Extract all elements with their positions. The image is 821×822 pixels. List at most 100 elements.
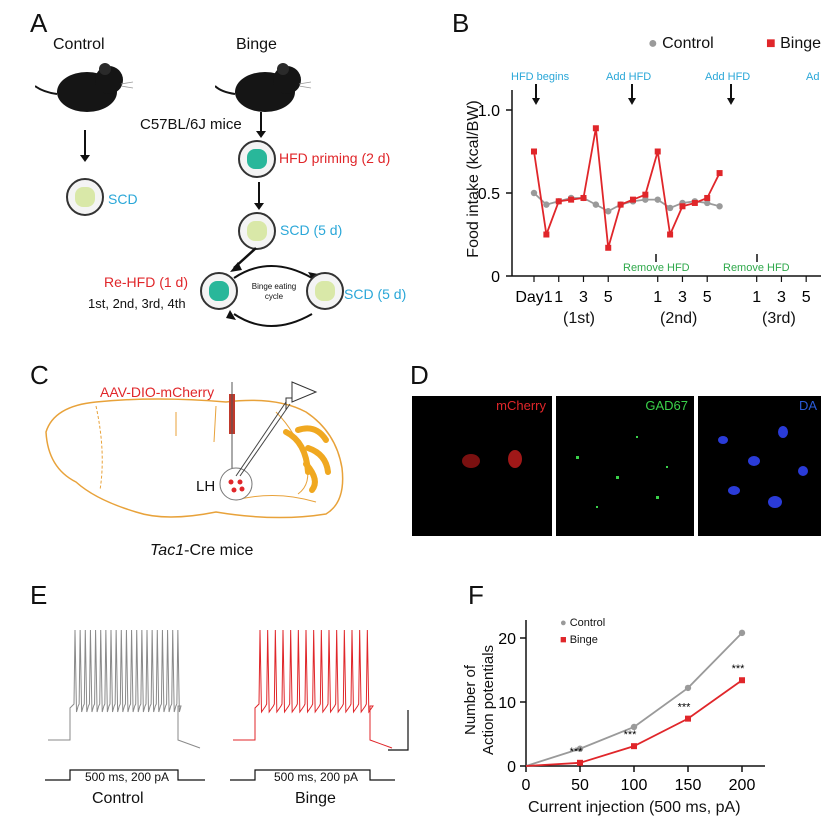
data-point: [631, 743, 637, 750]
week-2nd-label: (2nd): [660, 310, 698, 327]
arrow-down-icon: [80, 130, 90, 162]
arrow-head: [628, 98, 636, 105]
x-tick-label: 5: [802, 289, 811, 306]
data-point: [629, 198, 637, 205]
week-3rd-label: (3rd): [762, 310, 796, 327]
rounds-label: 1st, 2nd, 3rd, 4th: [88, 296, 186, 311]
data-point: [617, 201, 624, 208]
arrow-head: [727, 98, 735, 105]
data-point: [543, 201, 550, 208]
data-point: [555, 198, 562, 205]
data-point: [704, 194, 711, 201]
series-line-binge: [533, 128, 721, 249]
y-tick-label: 0: [491, 269, 500, 286]
annot-add-hfd-1: Add HFD: [606, 71, 652, 83]
mouse-line-label: Tac1-Cre mice: [150, 542, 254, 559]
panel-f-label: F: [468, 580, 484, 610]
annot-add-hfd-3: Ad: [806, 71, 820, 83]
mcherry-image: mCherry: [412, 396, 552, 536]
data-point: [716, 203, 723, 210]
data-point: [580, 194, 587, 201]
annot-remove-hfd-1: Remove HFD: [623, 262, 690, 274]
x-tick-label: 100: [621, 777, 648, 794]
x-tick-label: 1: [752, 289, 761, 306]
annot-remove-hfd-2: Remove HFD: [723, 262, 790, 274]
data-point: [691, 199, 698, 206]
data-point: [605, 244, 612, 251]
significance-label: ***: [678, 702, 692, 714]
data-point: [691, 198, 699, 205]
legend-binge-b: ■ Binge: [766, 35, 821, 52]
data-point: [704, 199, 711, 207]
annot-add-hfd-2: Add HFD: [705, 71, 751, 83]
panel-f-xlabel: Current injection (500 ms, pA): [528, 799, 741, 816]
x-tick-label: Day1: [515, 289, 552, 306]
legend-control-b: ● Control: [648, 35, 714, 52]
data-point: [679, 199, 686, 207]
panel-b-label: B: [452, 8, 470, 38]
scd-5d-label: SCD (5 d): [280, 222, 343, 238]
data-point: [568, 196, 575, 203]
scd-5d-right-label: SCD (5 d): [344, 286, 407, 302]
data-point: [642, 191, 649, 198]
panel-f-ylabel: Number of Action potentials: [462, 644, 497, 756]
scd-label: SCD: [108, 191, 138, 207]
strain-label: C57BL/6J mice: [140, 116, 242, 133]
x-tick-label: 3: [777, 289, 786, 306]
series-line-control: [525, 632, 743, 767]
x-tick-label: 5: [604, 289, 613, 306]
y-tick-label: 0: [507, 759, 516, 776]
trace-binge-name: Binge: [295, 790, 336, 807]
x-tick-label: 200: [729, 777, 756, 794]
arrow-head: [532, 98, 540, 105]
panel-a-label: A: [30, 8, 48, 38]
x-tick-label: 150: [675, 777, 702, 794]
data-point: [567, 194, 575, 202]
brain-sagittal-diagram: [45, 381, 344, 519]
ap-trace: [233, 629, 393, 749]
gad67-channel-label: GAD67: [645, 398, 688, 413]
trace-control-name: Control: [92, 790, 144, 807]
data-point: [576, 745, 584, 752]
y-tick-label: 20: [498, 631, 516, 648]
x-tick-label: 3: [579, 289, 588, 306]
y-tick-label: 10: [498, 695, 516, 712]
data-point: [577, 759, 583, 766]
virus-label: AAV-DIO-mCherry: [100, 384, 215, 400]
mcherry-channel-label: mCherry: [496, 398, 546, 413]
data-point: [684, 684, 692, 692]
significance-label: ***: [570, 746, 584, 758]
binge-mouse-icon: [215, 63, 312, 112]
data-point: [531, 148, 537, 155]
data-point: [654, 196, 661, 203]
scd-dish-icon: [238, 212, 276, 250]
data-point: [592, 201, 600, 208]
data-point: [654, 148, 661, 155]
data-point: [543, 231, 550, 238]
series-line-control: [533, 192, 720, 213]
legend-dot-icon: ●: [648, 35, 658, 52]
ap-trace: [48, 629, 201, 749]
dapi-image: DA: [698, 396, 821, 536]
dapi-channel-label: DA: [798, 398, 817, 413]
arrow-down-icon: [256, 112, 266, 138]
legend-binge-f: ■ Binge: [560, 634, 598, 646]
data-point: [642, 196, 649, 203]
panel-c-label: C: [30, 360, 49, 390]
annot-hfd-begins: HFD begins: [511, 71, 570, 83]
significance-label: ***: [732, 663, 746, 675]
week-1st-label: (1st): [563, 310, 595, 327]
data-point: [605, 208, 612, 215]
data-point: [666, 204, 674, 212]
data-point: [679, 203, 686, 210]
rehfd-dish-icon: [200, 272, 238, 310]
panel-b-ylabel: Food intake (kcal/BW): [465, 100, 482, 258]
data-point: [629, 196, 636, 203]
gad67-image: GAD67: [556, 396, 694, 536]
rehfd-label: Re-HFD (1 d): [104, 274, 189, 290]
legend-square-icon: ■: [560, 634, 567, 646]
lh-region-label: LH: [196, 478, 216, 495]
x-tick-label: 3: [678, 289, 687, 306]
legend-square-icon: ■: [766, 35, 776, 52]
data-point: [580, 194, 587, 202]
